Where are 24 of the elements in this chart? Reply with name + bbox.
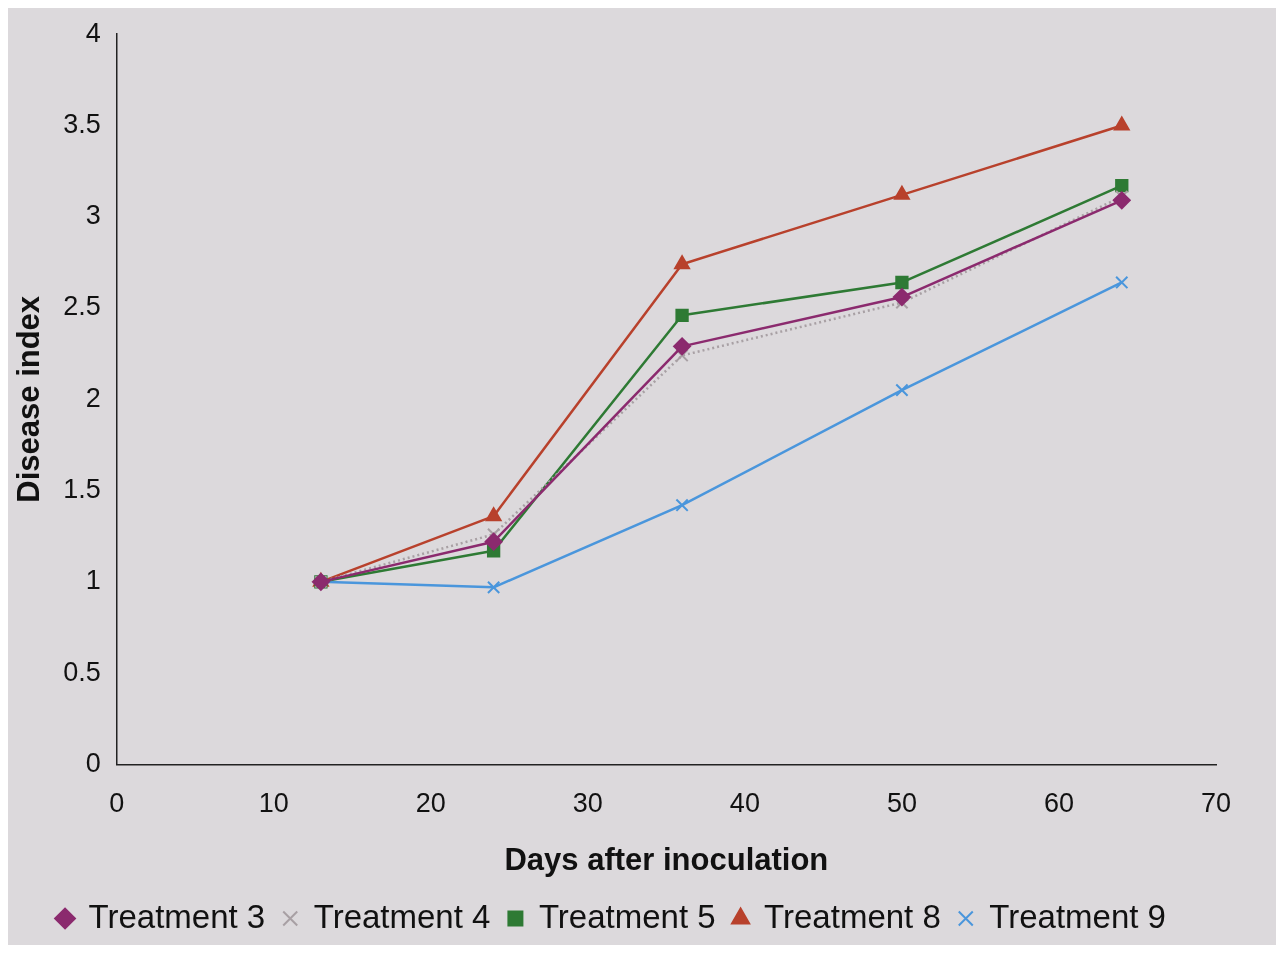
legend-label: Treatment 9 (989, 897, 1166, 935)
y-tick-label: 2.5 (63, 291, 101, 322)
x-tick-label: 50 (886, 788, 917, 819)
y-tick-label: 3.5 (63, 108, 101, 139)
y-tick-label: 0.5 (63, 656, 101, 687)
x-tick-label: 10 (258, 788, 289, 819)
x-tick-label: 20 (415, 788, 446, 819)
y-tick-label: 1.5 (63, 474, 101, 505)
y-tick-label: 2 (85, 382, 101, 413)
y-tick-label: 0 (85, 747, 101, 778)
legend-label: Treatment 8 (764, 897, 941, 935)
x-tick-label: 60 (1043, 788, 1074, 819)
x-tick-label: 0 (109, 788, 125, 819)
y-tick-label: 4 (85, 17, 101, 48)
x-tick-label: 70 (1200, 788, 1232, 819)
x-tick-label: 40 (729, 788, 760, 819)
y-axis-title: Disease index (11, 295, 47, 503)
x-axis-title: Days after inoculation (504, 841, 829, 877)
legend-label: Treatment 4 (313, 897, 491, 935)
legend-label: Treatment 3 (88, 897, 266, 935)
x-tick-label: 30 (572, 788, 603, 819)
y-tick-label: 3 (85, 200, 101, 231)
legend-label: Treatment 5 (538, 897, 716, 935)
y-tick-label: 1 (85, 565, 101, 596)
